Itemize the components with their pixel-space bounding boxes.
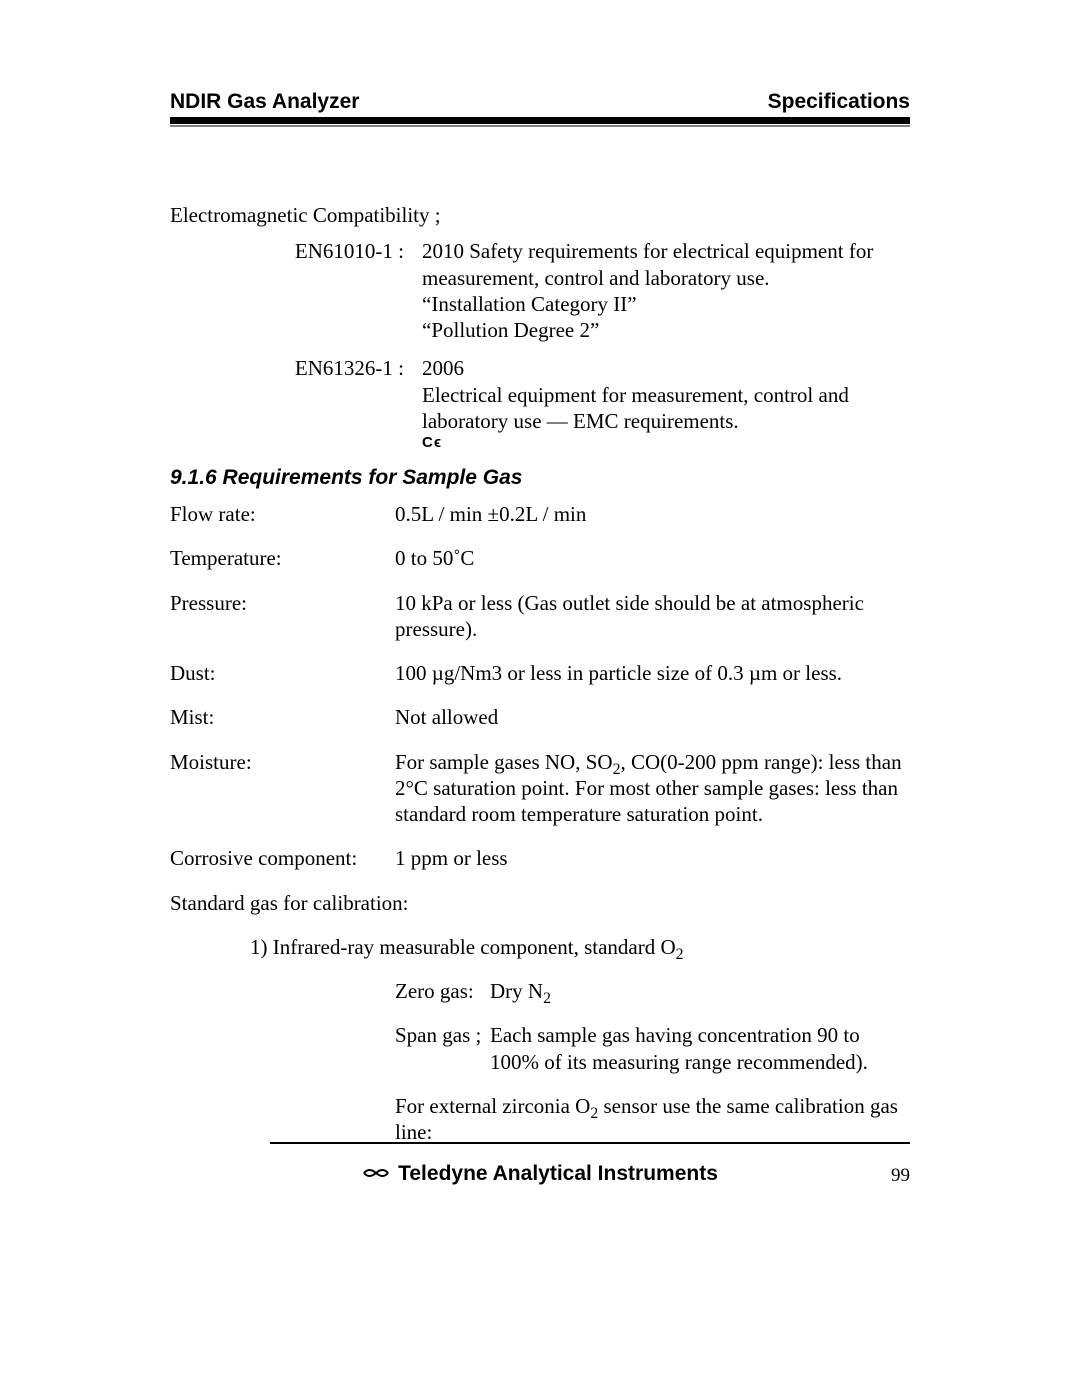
spec-value: Not allowed — [395, 704, 910, 730]
standard-value: 2010 Safety requirements for electrical … — [410, 238, 910, 343]
zero-gas-label: Zero gas: — [395, 978, 490, 1004]
standard-row: EN61010-1 2010 Safety requirements for e… — [170, 238, 910, 343]
page-header: NDIR Gas Analyzer Specifications — [170, 90, 910, 117]
header-rule-thick — [170, 117, 910, 124]
span-gas-row: Span gas ; Each sample gas having concen… — [170, 1022, 910, 1075]
spec-value: 100 µg/Nm3 or less in particle size of 0… — [395, 660, 910, 686]
spec-row-mist: Mist: Not allowed — [170, 704, 910, 730]
page-number: 99 — [891, 1165, 910, 1187]
spec-row-pressure: Pressure: 10 kPa or less (Gas outlet sid… — [170, 590, 910, 643]
section-subheading: 9.1.6 Requirements for Sample Gas — [170, 465, 910, 491]
standard-label: EN61010-1 — [170, 238, 410, 343]
footer-brand: Teledyne Analytical Instruments — [398, 1162, 718, 1186]
spec-value: 10 kPa or less (Gas outlet side should b… — [395, 590, 910, 643]
spec-label: Temperature: — [170, 545, 395, 571]
calibration-heading: Standard gas for calibration: — [170, 890, 910, 916]
span-gas-value: Each sample gas having concentration 90 … — [490, 1022, 910, 1075]
spec-label: Flow rate: — [170, 501, 395, 527]
spec-label: Moisture: — [170, 749, 395, 828]
spec-row-flow: Flow rate: 0.5L / min ±0.2L / min — [170, 501, 910, 527]
page-footer: Teledyne Analytical Instruments — [170, 1162, 910, 1186]
spec-value: For sample gases NO, SO2, CO(0-200 ppm r… — [395, 749, 910, 828]
spec-row-temperature: Temperature: 0 to 50˚C — [170, 545, 910, 571]
standard-line: 2006 — [422, 355, 910, 381]
page-body: Electromagnetic Compatibility ; EN61010-… — [170, 127, 910, 1145]
spec-label: Dust: — [170, 660, 395, 686]
spec-row-moisture: Moisture: For sample gases NO, SO2, CO(0… — [170, 749, 910, 828]
standard-line: 2010 Safety requirements for electrical … — [422, 238, 910, 291]
zero-gas-value: Dry N2 — [490, 978, 910, 1004]
standard-row: EN61326-1 2006 Electrical equipment for … — [170, 355, 910, 453]
emc-intro: Electromagnetic Compatibility ; — [170, 202, 910, 228]
header-right: Specifications — [768, 90, 910, 114]
spec-value: 1 ppm or less — [395, 845, 910, 871]
spec-row-dust: Dust: 100 µg/Nm3 or less in particle siz… — [170, 660, 910, 686]
standard-line: “Installation Category II” — [422, 291, 910, 317]
spec-label: Corrosive component: — [170, 845, 395, 871]
standard-line: Electrical equipment for measurement, co… — [422, 382, 910, 435]
teledyne-logo-icon — [362, 1162, 390, 1186]
standard-label: EN61326-1 — [170, 355, 410, 453]
calibration-item-1: 1) Infrared-ray measurable component, st… — [170, 934, 910, 960]
ce-mark-icon: Cϵ — [422, 434, 910, 453]
spec-row-corrosive: Corrosive component: 1 ppm or less — [170, 845, 910, 871]
header-left: NDIR Gas Analyzer — [170, 90, 359, 114]
spec-label: Pressure: — [170, 590, 395, 643]
span-gas-label: Span gas ; — [395, 1022, 490, 1075]
zero-gas-row: Zero gas: Dry N2 — [170, 978, 910, 1004]
spec-label: Mist: — [170, 704, 395, 730]
standard-value: 2006 Electrical equipment for measuremen… — [410, 355, 910, 453]
spec-value: 0.5L / min ±0.2L / min — [395, 501, 910, 527]
zirconia-note: For external zirconia O2 sensor use the … — [170, 1093, 910, 1146]
footer-rule — [270, 1142, 910, 1144]
standard-line: “Pollution Degree 2” — [422, 317, 910, 343]
spec-value: 0 to 50˚C — [395, 545, 910, 571]
